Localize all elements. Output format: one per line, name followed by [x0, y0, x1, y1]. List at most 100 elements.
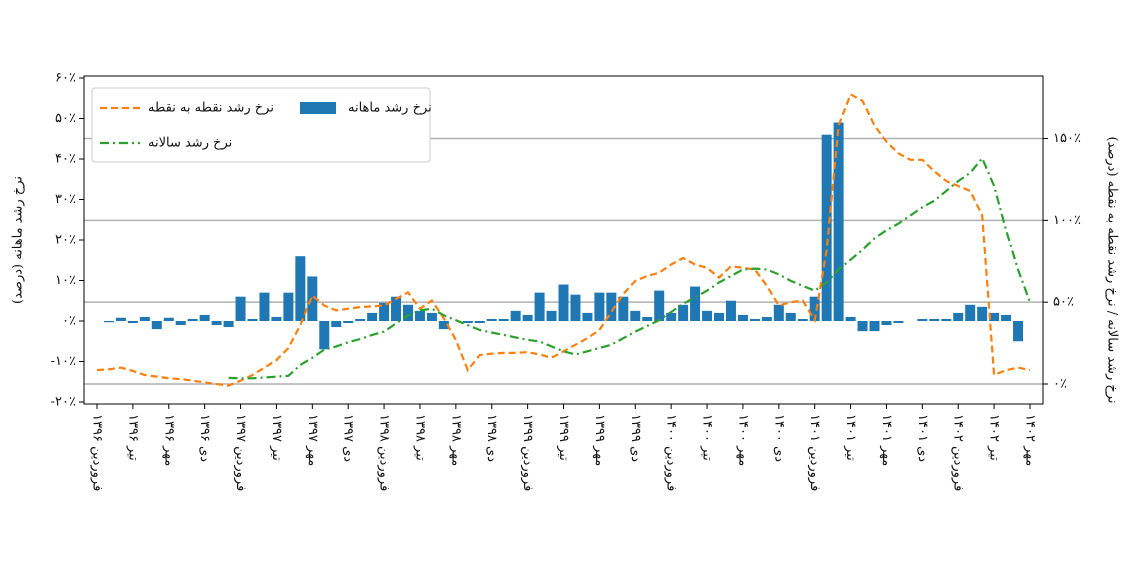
bar [582, 312, 593, 321]
bar [199, 314, 210, 321]
x-tick-label: فروردین ۱۴۰۲ [951, 414, 966, 491]
bar [941, 318, 952, 321]
bar [283, 292, 294, 321]
bar [247, 318, 258, 321]
bar [809, 296, 820, 321]
y-tick-label: ۳۰٪ [55, 192, 76, 207]
bar [151, 321, 162, 330]
y-tick-label: -۲۰٪ [51, 395, 76, 410]
bar [618, 296, 629, 321]
y-tick-label: ۱۰٪ [55, 273, 76, 288]
y-tick-label: ۲۰٪ [55, 233, 76, 248]
bar [785, 312, 796, 321]
bar [749, 318, 760, 321]
bar [606, 292, 617, 321]
y-tick-label: ۵۰٪ [55, 111, 76, 126]
bar [845, 316, 856, 321]
bar [929, 318, 940, 321]
bar [414, 310, 425, 321]
bar [594, 292, 605, 321]
bar [319, 321, 330, 350]
bar [690, 286, 701, 321]
legend-label: نرخ رشد سالانه [148, 136, 232, 151]
bar [175, 321, 186, 326]
x-tick-label: مهر ۱۴۰۰ [735, 414, 750, 466]
bar [630, 310, 641, 321]
y-axis-label: نرخ رشد ماهانه (درصد) [11, 176, 26, 304]
bar [737, 314, 748, 321]
x-tick-label: فروردین ۱۴۰۰ [664, 414, 679, 491]
bar [761, 316, 772, 321]
x-tick-label: فروردین ۱۳۹۷ [233, 414, 248, 491]
x-tick-label: تیر ۱۳۹۹ [556, 414, 571, 461]
legend-swatch [300, 102, 336, 114]
y2-tick-label: ۰٪ [1053, 377, 1067, 392]
bar [522, 314, 533, 321]
bar [857, 321, 868, 332]
x-tick-label: مهر ۱۴۰۲ [1023, 414, 1038, 466]
bar [725, 300, 736, 321]
y2-tick-label: ۵۰٪ [1053, 295, 1074, 310]
bar [869, 321, 880, 332]
bar [534, 292, 545, 321]
x-tick-label: مهر ۱۳۹۷ [305, 414, 320, 466]
bar [295, 256, 306, 321]
x-tick-label: دی ۱۳۹۹ [628, 414, 643, 462]
x-tick-label: فروردین ۱۳۹۹ [520, 414, 535, 491]
bar [235, 296, 246, 321]
legend-label: نرخ رشد ماهانه [348, 101, 432, 116]
x-tick-label: دی ۱۴۰۱ [915, 414, 930, 462]
x-tick-label: دی ۱۳۹۸ [484, 414, 499, 462]
bar [510, 310, 521, 321]
bar [1013, 321, 1024, 342]
line [228, 156, 1032, 380]
x-tick-label: فروردین ۱۴۰۱ [807, 414, 822, 491]
bar [379, 302, 390, 321]
bar [773, 304, 784, 321]
bar [833, 122, 844, 321]
bar [1001, 314, 1012, 321]
bar [558, 284, 569, 321]
bar [546, 310, 557, 321]
bar [438, 321, 449, 330]
y2-tick-label: ۱۵۰٪ [1053, 131, 1081, 146]
x-tick-label: دی ۱۴۰۰ [771, 414, 786, 462]
bar [187, 318, 198, 321]
y-tick-label: ۶۰٪ [55, 71, 76, 86]
bar [115, 317, 126, 321]
bar [307, 276, 318, 321]
bar [666, 312, 677, 321]
bar [426, 312, 437, 321]
bar [367, 312, 378, 321]
bar [127, 321, 138, 324]
y-tick-label: ۴۰٪ [55, 152, 76, 167]
x-tick-label: فروردین ۱۳۹۸ [377, 414, 392, 491]
bar [642, 316, 653, 321]
y-tick-label: -۱۰٪ [51, 354, 76, 369]
bar [702, 310, 713, 321]
bar [211, 321, 222, 326]
bar [163, 317, 174, 321]
bar [271, 316, 282, 321]
y2-tick-label: ۱۰۰٪ [1053, 213, 1081, 228]
x-tick-label: مهر ۱۳۹۶ [161, 414, 176, 466]
x-tick-label: مهر ۱۴۰۱ [879, 414, 894, 466]
x-tick-label: مهر ۱۳۹۹ [592, 414, 607, 466]
x-tick-label: مهر ۱۳۹۸ [448, 414, 463, 466]
bar [498, 318, 509, 321]
bar [917, 318, 928, 321]
line [96, 92, 1031, 387]
x-tick-label: تیر ۱۴۰۱ [843, 414, 858, 461]
x-tick-label: تیر ۱۳۹۷ [269, 414, 284, 461]
bar [355, 318, 366, 321]
bar [654, 290, 665, 321]
bar [462, 321, 473, 324]
bar [403, 304, 413, 321]
y2-axis-label: نرخ رشد سالانه / نرخ رشد نقطه به نقطه (د… [1105, 136, 1120, 403]
bar [223, 321, 234, 328]
bar [881, 321, 892, 326]
y-tick-label: ۰٪ [62, 314, 76, 329]
bar [570, 294, 581, 321]
bar [893, 321, 904, 324]
